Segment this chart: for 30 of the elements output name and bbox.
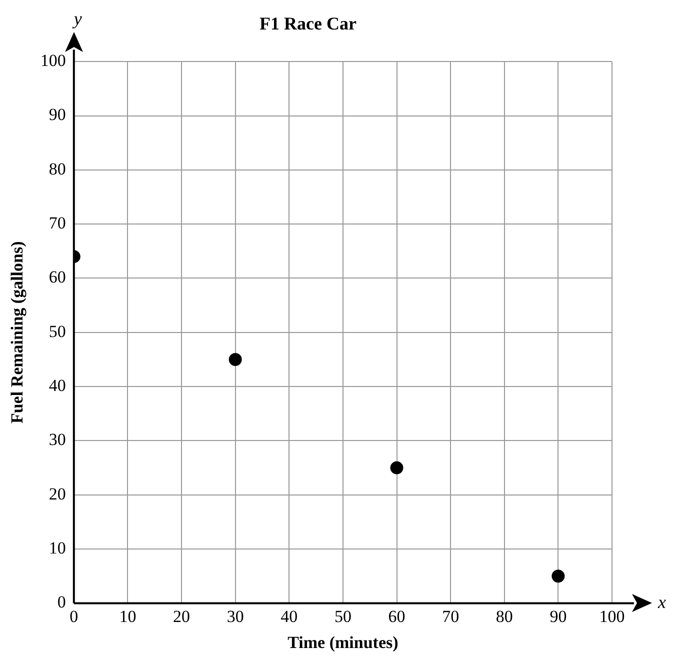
point (552, 570, 565, 583)
x-tick-label: 50 (334, 606, 352, 626)
x-tick-label: 30 (226, 606, 244, 626)
x-tick-label: 10 (119, 606, 136, 626)
y-tick-label: 60 (48, 268, 66, 287)
y-tick-label: 30 (48, 430, 66, 450)
y-tick-label: 70 (48, 214, 66, 233)
chart-title: F1 Race Car (260, 13, 356, 34)
x-tick-label: 20 (173, 606, 190, 626)
text: y (72, 8, 82, 28)
x-axis-title: Time (minutes) (288, 633, 398, 652)
x-tick-label: 40 (280, 606, 298, 626)
y-tick-label: 20 (48, 484, 66, 504)
y-axis-title: Fuel Remaining (gallons) (8, 241, 27, 424)
x-tick-label: 80 (496, 606, 513, 626)
y-tick-label: 50 (48, 322, 66, 341)
x-tick-label: 70 (442, 606, 460, 626)
y-tick-label: 100 (40, 51, 66, 70)
y-tick-label: 40 (48, 376, 66, 396)
text: x (657, 592, 666, 612)
y-tick-label: 80 (48, 159, 66, 178)
point (228, 352, 242, 366)
point (390, 461, 404, 474)
x-tick-label: 0 (70, 606, 78, 626)
x-tick-label: 60 (388, 606, 406, 626)
y-tick-label: 10 (48, 538, 66, 558)
y-tick-label: 90 (48, 105, 66, 124)
x-tick-label: 100 (599, 606, 625, 626)
x-tick-label: 90 (550, 606, 567, 626)
y-tick-label: 0 (57, 592, 66, 612)
